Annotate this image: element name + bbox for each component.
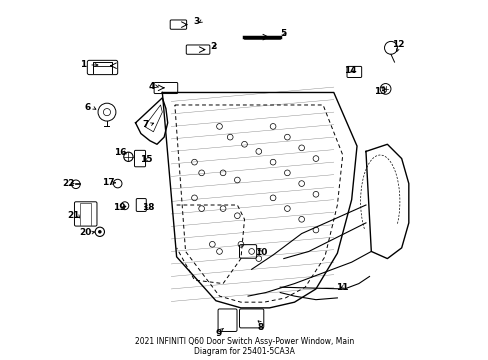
Text: 1: 1 [80, 60, 86, 69]
Text: 22: 22 [62, 179, 75, 188]
Text: 16: 16 [114, 148, 126, 157]
Text: 5: 5 [280, 29, 286, 38]
Text: 18: 18 [142, 203, 154, 212]
Text: 19: 19 [113, 203, 125, 212]
Text: 17: 17 [102, 178, 115, 187]
Text: 9: 9 [215, 329, 221, 338]
Text: 8: 8 [257, 323, 263, 332]
Text: 21: 21 [67, 211, 80, 220]
Text: 13: 13 [373, 87, 386, 96]
Text: 2021 INFINITI Q60 Door Switch Assy-Power Window, Main
Diagram for 25401-5CA3A: 2021 INFINITI Q60 Door Switch Assy-Power… [135, 337, 353, 356]
Text: 7: 7 [142, 120, 148, 129]
Text: 6: 6 [85, 103, 91, 112]
Circle shape [98, 230, 102, 234]
Text: 3: 3 [193, 17, 200, 26]
Text: 14: 14 [343, 66, 355, 75]
Text: 12: 12 [391, 40, 404, 49]
Text: 20: 20 [79, 228, 92, 237]
Text: 15: 15 [140, 155, 152, 164]
Text: 4: 4 [148, 82, 155, 91]
Text: 11: 11 [336, 283, 348, 292]
Text: 2: 2 [210, 41, 216, 50]
Text: 10: 10 [255, 248, 267, 257]
